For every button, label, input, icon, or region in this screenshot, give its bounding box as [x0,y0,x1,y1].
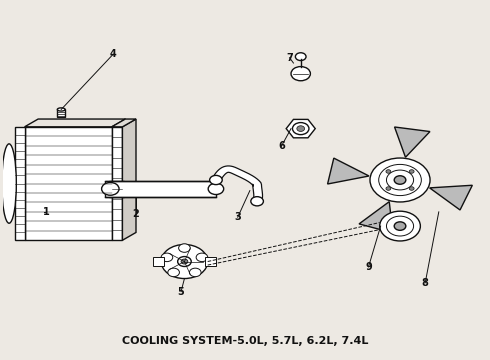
Ellipse shape [2,144,16,223]
Text: 2: 2 [133,209,139,219]
Polygon shape [327,158,369,184]
Polygon shape [359,202,393,233]
Polygon shape [112,119,125,240]
Circle shape [380,211,420,241]
Text: 1: 1 [43,207,50,217]
Bar [57,109,65,117]
Circle shape [409,187,414,190]
Circle shape [161,244,208,279]
Text: 4: 4 [110,49,117,59]
Circle shape [178,257,191,266]
Circle shape [386,170,391,173]
Text: 7: 7 [286,53,293,63]
Polygon shape [212,166,263,202]
Polygon shape [122,119,136,240]
Bar [15,127,24,240]
Circle shape [394,222,406,230]
Text: 5: 5 [178,287,184,297]
Bar [205,257,216,266]
Bar [153,257,164,266]
Circle shape [291,67,310,81]
Bar [24,127,112,240]
Circle shape [379,165,421,195]
Circle shape [168,268,179,277]
Bar [109,181,124,197]
Circle shape [370,158,430,202]
Text: COOLING SYSTEM-5.0L, 5.7L, 6.2L, 7.4L: COOLING SYSTEM-5.0L, 5.7L, 6.2L, 7.4L [122,336,368,346]
Circle shape [251,197,264,206]
Ellipse shape [57,108,65,111]
Bar [104,181,216,197]
Circle shape [387,216,414,236]
Circle shape [196,253,208,262]
Polygon shape [112,119,136,127]
Circle shape [293,123,309,135]
Polygon shape [430,185,472,210]
Polygon shape [286,120,315,138]
Circle shape [101,183,119,195]
Circle shape [295,53,306,60]
Text: 8: 8 [422,278,429,288]
Circle shape [161,253,173,262]
Text: 9: 9 [365,262,372,272]
Text: 6: 6 [278,141,285,151]
Circle shape [387,170,414,190]
Circle shape [210,175,222,185]
Circle shape [394,176,406,184]
Circle shape [409,170,414,173]
Polygon shape [24,119,125,127]
Circle shape [181,259,188,264]
Circle shape [297,126,305,131]
Text: 3: 3 [234,212,241,222]
Circle shape [179,244,190,252]
Polygon shape [394,127,430,157]
Bar [112,127,122,240]
Circle shape [190,268,201,277]
Circle shape [208,183,223,194]
Circle shape [386,187,391,190]
